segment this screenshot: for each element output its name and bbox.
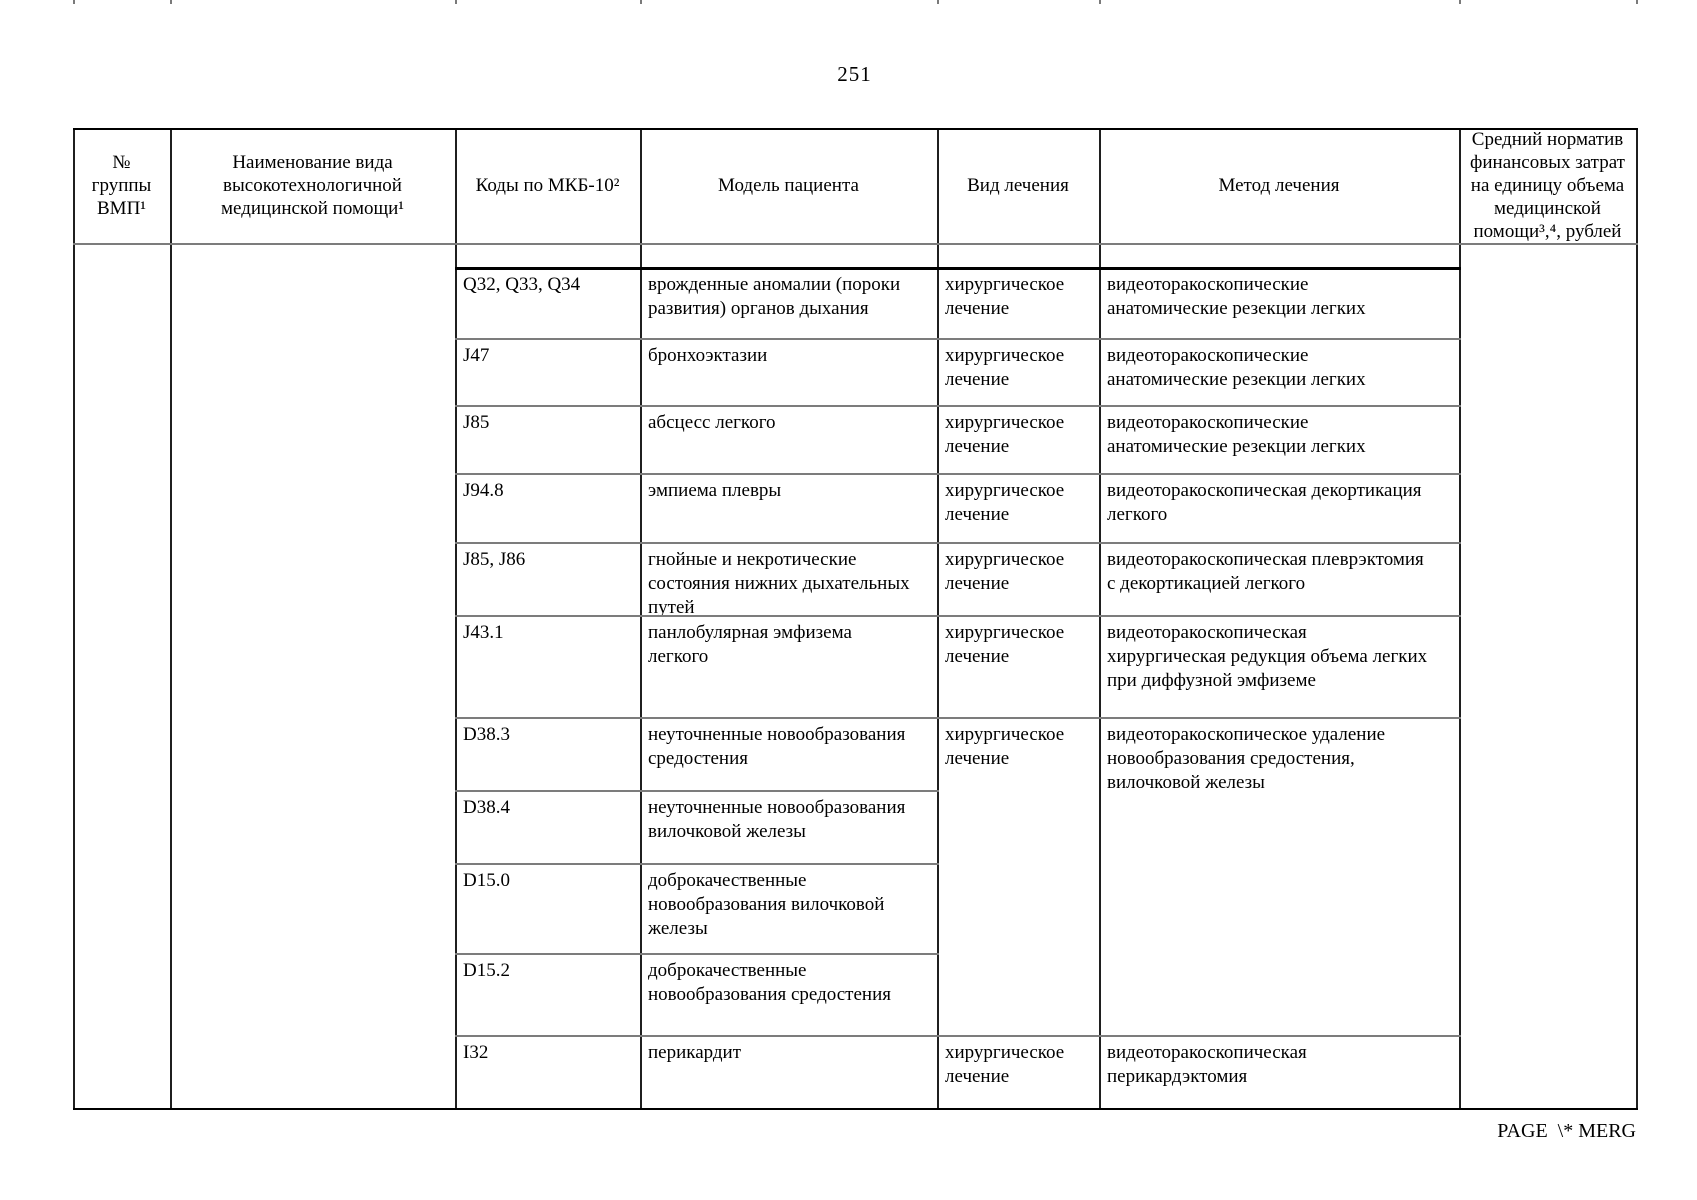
cell-icd-code: D38.3 [463, 724, 510, 745]
cell-treatment-type: хирургическое лечение [945, 724, 1065, 769]
cell-patient-model: неуточненные новообразования вилочковой … [648, 797, 906, 842]
cell-icd-code: D15.2 [463, 960, 510, 981]
table-border-vertical [170, 128, 172, 1110]
cell-icd-code: J47 [463, 345, 490, 366]
footer-field-code: PAGE \* MERG [1497, 1120, 1636, 1142]
table-border-vertical [455, 128, 457, 1110]
page-top-table-stub [455, 0, 457, 4]
page-top-table-stub [937, 0, 939, 4]
header-cell-financial-norm: Средний норматив финансовых затрат на ед… [1470, 129, 1625, 242]
page-top-table-stub [170, 0, 172, 4]
page-top-table-stub [73, 0, 75, 4]
cell-service-name-empty [170, 243, 455, 1108]
table-border-horizontal [455, 790, 939, 792]
page-top-table-stub [1099, 0, 1101, 4]
cell-icd-code: J94.8 [463, 480, 504, 501]
table-border-vertical [1459, 128, 1461, 1110]
table-border-horizontal [455, 1035, 1461, 1037]
header-cell-treatment-type: Вид лечения [967, 175, 1069, 196]
header-cell-treatment-method: Метод лечения [1218, 175, 1340, 196]
cell-icd-code: J43.1 [463, 622, 504, 643]
header-cell-patient-model: Модель пациента [718, 175, 859, 196]
cell-patient-model: эмпиема плевры [648, 480, 782, 501]
table-border-vertical [73, 128, 75, 1110]
table-border-horizontal [455, 338, 1461, 340]
cell-icd-code: J85, J86 [463, 549, 526, 570]
table-border-horizontal [455, 473, 1461, 475]
cell-treatment-method: видеоторакоскопические анатомические рез… [1107, 274, 1366, 319]
cell-treatment-type: хирургическое лечение [945, 622, 1065, 667]
cell-treatment-method: видеоторакоскопическая перикардэктомия [1107, 1042, 1307, 1087]
table-border-horizontal [73, 128, 1638, 130]
cell-treatment-method: видеоторакоскопическая хирургическая ред… [1107, 622, 1428, 691]
header-cell-service-name: Наименование вида высокотехнологичной ме… [221, 152, 404, 219]
cell-treatment-method: видеоторакоскопические анатомические рез… [1107, 412, 1366, 457]
table-border-horizontal [455, 863, 939, 865]
cell-patient-model: абсцесс легкого [648, 412, 776, 433]
table-border-horizontal [455, 405, 1461, 407]
cell-treatment-method: видеоторакоскопическая декортикация легк… [1107, 480, 1422, 525]
cell-patient-model: доброкачественные новообразования вилочк… [648, 870, 885, 939]
cell-patient-model: бронхоэктазии [648, 345, 768, 366]
cell-patient-model: врожденные аномалии (пороки развития) ор… [648, 274, 901, 319]
table-border-horizontal [455, 615, 1461, 617]
cell-icd-code: D15.0 [463, 870, 510, 891]
table-border-horizontal [455, 953, 939, 955]
cell-group-number-empty [73, 243, 170, 1108]
table-border-vertical [1636, 128, 1638, 1110]
page-top-table-stub [640, 0, 642, 4]
cell-treatment-method: видеоторакоскопическая плеврэктомия с де… [1107, 549, 1424, 594]
table-border-horizontal [73, 243, 1638, 245]
cell-treatment-type: хирургическое лечение [945, 274, 1065, 319]
cell-treatment-method: видеоторакоскопическое удаление новообра… [1107, 724, 1386, 793]
cell-icd-code: I32 [463, 1042, 489, 1063]
cell-icd-code: J85 [463, 412, 490, 433]
header-cell-icd-codes: Коды по МКБ-10² [475, 175, 620, 196]
table-border-horizontal [73, 1108, 1638, 1110]
page-top-table-stub [1636, 0, 1638, 4]
table-border-horizontal [455, 267, 1461, 270]
cell-treatment-type: хирургическое лечение [945, 480, 1065, 525]
cell-icd-code: Q32, Q33, Q34 [463, 274, 581, 295]
cell-treatment-type: хирургическое лечение [945, 412, 1065, 457]
cell-patient-model: доброкачественные новообразования средос… [648, 960, 891, 1005]
header-cell-group-number: № группы ВМП¹ [91, 152, 152, 219]
cell-treatment-type: хирургическое лечение [945, 549, 1065, 594]
cell-financial-norm-empty [1459, 243, 1636, 1108]
table-border-vertical [937, 128, 939, 1110]
page-top-table-stub [1459, 0, 1461, 4]
cell-patient-model: неуточненные новообразования средостения [648, 724, 906, 769]
cell-patient-model: гнойные и некротические состояния нижних… [648, 549, 910, 615]
table-border-vertical [640, 128, 642, 1110]
table-border-horizontal [455, 717, 1461, 719]
cell-icd-code: D38.4 [463, 797, 510, 818]
page-number: 251 [837, 62, 872, 86]
cell-treatment-type: хирургическое лечение [945, 345, 1065, 390]
cell-treatment-method: видеоторакоскопические анатомические рез… [1107, 345, 1366, 390]
cell-patient-model: панлобулярная эмфизема легкого [648, 622, 852, 667]
table-border-horizontal [455, 542, 1461, 544]
cell-patient-model: перикардит [648, 1042, 742, 1063]
cell-treatment-type: хирургическое лечение [945, 1042, 1065, 1087]
table-border-vertical [1099, 128, 1101, 1110]
